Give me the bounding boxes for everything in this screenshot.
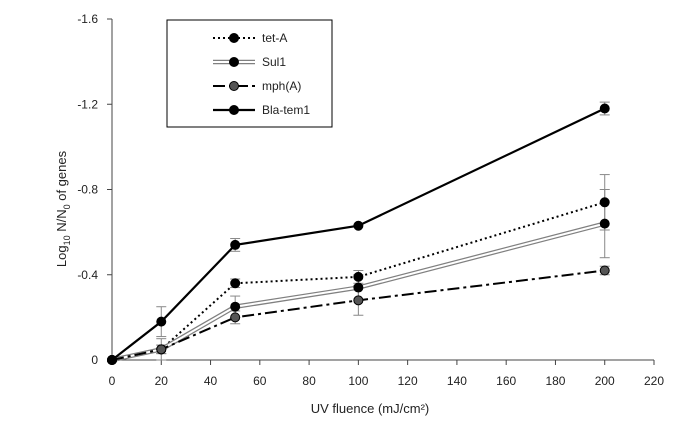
y-axis-title-part: Log xyxy=(54,245,69,267)
legend-label-mph-a: mph(A) xyxy=(262,79,301,93)
x-axis-title: UV fluence (mJ/cm²) xyxy=(311,401,429,416)
y-tick-label: -1.6 xyxy=(77,12,98,26)
y-tick-label: -0.4 xyxy=(77,268,98,282)
x-tick-label: 180 xyxy=(545,374,565,388)
y-tick-label: 0 xyxy=(91,353,98,367)
x-tick-label: 20 xyxy=(155,374,169,388)
data-point-sul1 xyxy=(599,218,610,229)
data-points xyxy=(107,103,610,365)
axis-labels: UV fluence (mJ/cm²) Log10 N/N0 of genes xyxy=(54,150,429,416)
series-line-bla-tem1 xyxy=(111,107,606,361)
data-point-bla-tem1 xyxy=(156,316,167,327)
x-tick-label: 140 xyxy=(447,374,467,388)
legend-marker-sul1 xyxy=(229,57,239,67)
legend: tet-A Sul1 mph(A) Bla-tem1 xyxy=(166,19,333,128)
y-axis-title-subscript: 0 xyxy=(62,204,72,209)
data-point-bla-tem1 xyxy=(107,355,117,365)
x-tick-label: 120 xyxy=(398,374,418,388)
data-point-bla-tem1 xyxy=(230,239,241,250)
data-point-sul1 xyxy=(353,282,364,293)
data-point-sul1 xyxy=(230,301,241,312)
data-point-mph-a xyxy=(230,312,241,323)
axes: 0 20 40 60 80 100 120 140 160 180 200 220 0 -0.4 -0.8 -… xyxy=(77,12,664,388)
x-tick-label: 0 xyxy=(109,374,116,388)
y-tick-label: -1.2 xyxy=(77,97,98,111)
x-tick-label: 160 xyxy=(496,374,516,388)
legend-label-sul1: Sul1 xyxy=(262,55,286,69)
legend-marker-bla-tem1 xyxy=(229,105,239,115)
data-point-bla-tem1 xyxy=(599,103,610,114)
data-point-tet-a xyxy=(353,271,364,282)
y-tick-label: -0.8 xyxy=(77,183,98,197)
data-point-mph-a xyxy=(353,295,364,306)
x-tick-label: 80 xyxy=(302,374,316,388)
x-tick-label: 200 xyxy=(595,374,615,388)
x-tick-label: 220 xyxy=(644,374,664,388)
y-axis-title-subscript: 10 xyxy=(62,235,72,245)
data-point-tet-a xyxy=(599,197,610,208)
x-tick-label: 60 xyxy=(253,374,267,388)
data-point-mph-a xyxy=(599,265,610,276)
legend-marker-mph-a xyxy=(229,81,239,91)
y-axis-title-part: N/N xyxy=(54,209,69,235)
series-lines xyxy=(111,107,606,363)
legend-marker-tet-a xyxy=(229,33,239,43)
x-tick-label: 40 xyxy=(204,374,218,388)
legend-label-bla-tem1: Bla-tem1 xyxy=(262,103,310,117)
legend-label-tet-a: tet-A xyxy=(262,31,287,45)
series-line-mph-a xyxy=(111,269,605,361)
data-point-bla-tem1 xyxy=(353,220,364,231)
data-point-tet-a xyxy=(230,278,241,289)
data-point-mph-a xyxy=(156,344,167,355)
x-tick-label: 100 xyxy=(348,374,368,388)
y-axis-title: Log10 N/N0 of genes xyxy=(54,150,72,267)
y-axis-title-part: of genes xyxy=(54,150,69,204)
